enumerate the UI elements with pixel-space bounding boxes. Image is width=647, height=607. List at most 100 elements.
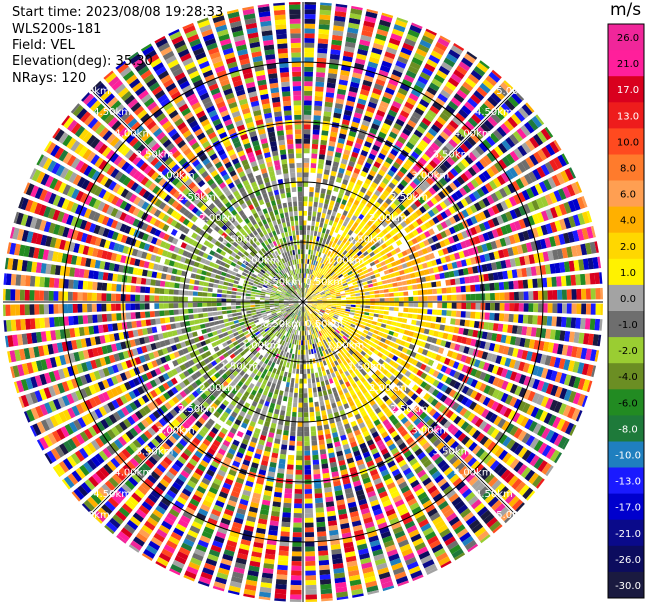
range-gate: [213, 198, 221, 206]
range-gate: [364, 15, 377, 24]
range-gate: [320, 2, 332, 6]
range-gate: [222, 257, 228, 263]
range-gate: [259, 89, 269, 96]
range-gate: [174, 500, 185, 510]
range-gate: [234, 213, 241, 220]
range-gate: [72, 292, 78, 301]
range-gate: [283, 274, 288, 279]
range-gate: [182, 129, 192, 139]
range-gate: [77, 417, 87, 428]
range-gate: [136, 436, 146, 446]
range-gate: [383, 269, 390, 275]
range-gate: [563, 217, 572, 229]
range-gate: [175, 180, 184, 189]
range-gate: [303, 191, 308, 197]
range-gate: [527, 229, 535, 240]
range-gate: [389, 105, 400, 113]
range-gate: [177, 248, 185, 255]
range-gate: [226, 249, 233, 255]
range-gate: [159, 310, 165, 317]
range-gate: [74, 450, 85, 462]
range-gate: [272, 278, 277, 283]
range-gate: [140, 286, 146, 293]
range-gate: [237, 329, 243, 335]
range-gate: [310, 225, 315, 231]
range-gate: [312, 299, 318, 301]
range-gate: [327, 283, 332, 288]
range-gate: [327, 250, 332, 256]
range-gate: [459, 85, 471, 96]
range-gate: [165, 105, 176, 115]
range-gate: [366, 174, 374, 181]
range-gate: [252, 349, 258, 356]
range-gate: [493, 89, 505, 100]
range-gate: [228, 66, 239, 74]
range-gate: [296, 234, 300, 240]
range-gate: [299, 283, 301, 288]
range-gate: [193, 285, 199, 291]
range-gate: [169, 31, 182, 41]
range-gate: [143, 97, 155, 108]
range-gate: [439, 163, 449, 173]
range-gate: [282, 91, 291, 97]
range-gate: [386, 82, 397, 91]
range-gate: [326, 282, 331, 287]
range-gate: [231, 136, 240, 144]
range-gate: [290, 281, 294, 286]
range-gate: [286, 272, 290, 277]
range-gate: [287, 322, 291, 327]
range-gate: [170, 210, 178, 218]
range-gate: [343, 174, 351, 181]
range-gate: [364, 288, 370, 292]
range-gate: [303, 129, 311, 135]
range-gate: [476, 86, 488, 98]
range-gate: [265, 292, 271, 295]
range-gate: [217, 315, 224, 320]
range-gate: [251, 140, 260, 147]
range-gate: [209, 337, 216, 343]
range-gate: [317, 168, 323, 174]
range-gate: [398, 51, 411, 60]
range-gate: [255, 381, 262, 388]
range-gate: [351, 245, 357, 251]
range-gate: [157, 164, 167, 173]
range-gate: [239, 321, 245, 326]
range-gate: [310, 249, 314, 255]
range-gate: [306, 278, 308, 284]
range-gate: [348, 130, 357, 138]
range-gate: [284, 305, 290, 308]
range-gate: [140, 113, 151, 123]
range-gate: [34, 290, 40, 301]
range-gate: [138, 528, 151, 539]
range-gate: [328, 220, 334, 226]
range-gate: [336, 142, 344, 149]
range-gate: [404, 38, 416, 47]
range-gate: [487, 219, 495, 229]
range-gate: [419, 183, 427, 192]
range-gate: [592, 257, 599, 269]
range-gate: [285, 320, 289, 326]
range-gate: [283, 173, 289, 179]
range-gate: [357, 133, 366, 141]
range-gate: [303, 210, 307, 216]
range-gate: [332, 253, 337, 259]
range-gate: [295, 134, 302, 139]
range-gate: [276, 326, 281, 331]
range-gate: [210, 230, 217, 237]
range-gate: [310, 285, 314, 290]
range-gate: [25, 393, 34, 406]
range-gate: [67, 366, 75, 377]
range-gate: [145, 224, 153, 233]
range-gate: [203, 281, 209, 287]
range-gate: [438, 149, 448, 159]
range-gate: [332, 34, 343, 41]
range-gate: [549, 236, 557, 247]
range-gate: [277, 272, 282, 277]
range-gate: [203, 123, 213, 132]
range-gate: [75, 160, 85, 172]
range-gate: [274, 296, 280, 299]
range-gate: [252, 236, 258, 243]
range-gate: [334, 181, 341, 188]
range-gate: [390, 165, 398, 173]
range-gate: [272, 313, 278, 318]
